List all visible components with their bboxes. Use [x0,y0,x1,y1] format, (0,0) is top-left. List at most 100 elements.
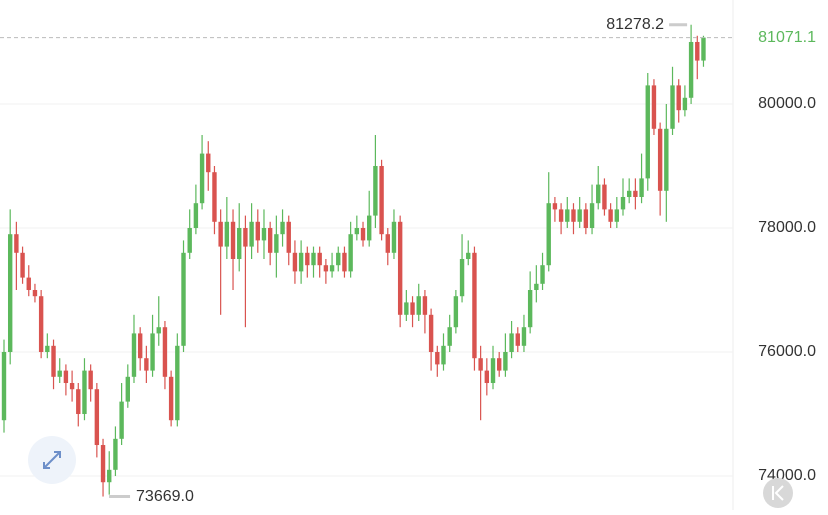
candle-body [193,203,199,228]
candle-body [336,252,341,266]
candle-body [435,352,440,365]
candle-body [237,227,242,259]
candle-body [168,376,174,421]
candle-body [626,190,632,197]
candle-body [20,252,25,278]
candle-body [391,221,397,253]
high-label: 81278.2 [606,16,664,33]
candle-body [255,221,260,241]
candle-body [249,221,254,247]
candle-body [292,252,298,272]
candle-body [397,221,403,315]
candle-body [527,290,533,328]
candle-body [373,165,378,216]
candle-body [1,352,7,421]
candle-body [583,209,589,228]
candle-body [534,283,539,291]
candle-body [323,265,329,272]
candle-body [51,345,56,377]
candle-body [614,209,620,222]
candle-body [503,352,508,371]
plot: 74000.076000.078000.080000.081071.181278… [0,16,816,505]
candle-body [69,383,75,390]
candle-body [596,184,601,204]
scroll-icon [772,485,784,501]
candle-body [478,358,483,371]
candle-body [57,370,62,377]
candle-body [187,227,192,253]
candle-body [274,234,279,253]
low-label: 73669.0 [136,488,194,505]
scroll-latest-button[interactable] [763,478,793,508]
candle-body [137,333,143,359]
candle-body [199,153,205,204]
candle-body [348,234,353,272]
candle-body [280,221,285,235]
candle-body [416,296,421,315]
candle-body [633,190,638,197]
candle-body [565,209,570,222]
candle-body [453,296,459,328]
candle-body [63,370,69,384]
candle-body [571,209,576,222]
candle-body [119,401,124,439]
candle-body [206,153,211,173]
expand-button[interactable] [28,436,76,484]
candle-body [107,469,112,483]
candle-body [113,438,118,470]
candle-body [162,327,168,377]
candle-body [602,184,607,210]
candle-body [32,290,38,297]
candle-body [385,234,390,253]
candle-body [670,85,675,129]
candle-body [224,221,230,247]
candle-body [144,358,149,371]
candle-body [329,265,335,272]
candle-body [651,85,657,129]
candle-body [441,345,446,365]
candle-body [156,327,161,334]
candle-body [484,370,490,384]
candle-body [695,41,700,61]
candle-body [466,252,471,259]
y-tick-label: 76000.0 [758,343,816,360]
candle-body [490,358,496,384]
candle-body [540,265,545,284]
candle-body [509,333,514,353]
candle-body [701,37,706,61]
candle-body [639,178,644,197]
candle-body [286,221,291,253]
candle-body [515,333,520,346]
scroll-bg[interactable] [763,478,793,508]
candle-body [7,234,13,353]
candle-body [620,196,626,210]
candle-body [88,370,93,390]
candle-body [688,41,694,98]
candle-body [360,227,366,241]
candle-body [497,358,502,371]
candle-body [342,252,347,272]
candle-body [472,252,477,359]
candle-body [175,345,180,421]
candle-body [181,252,186,346]
y-tick-label: 80000.0 [758,95,816,112]
candle-body [131,333,137,377]
candle-body [608,209,613,222]
candle-body [82,370,87,415]
candle-body [150,333,155,371]
candle-body [100,445,106,483]
candle-body [676,85,681,111]
candle-body [577,209,582,222]
candle-body [521,327,527,346]
candle-body [552,203,558,210]
candle-body [664,128,669,191]
candle-body [26,277,31,291]
candle-body [447,327,452,346]
candle-body [404,302,409,315]
candle-body [94,389,100,446]
candle-body [354,227,360,235]
candle-body [645,85,650,179]
candle-body [428,314,434,353]
